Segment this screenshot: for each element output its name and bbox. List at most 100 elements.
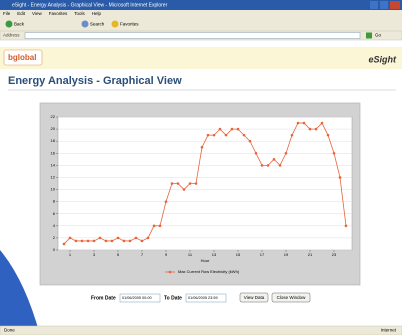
data-point <box>249 140 252 143</box>
toolbar-icon[interactable] <box>112 21 119 28</box>
data-point <box>201 146 204 149</box>
data-point <box>309 128 312 131</box>
data-point <box>147 237 150 240</box>
data-point <box>195 182 198 185</box>
toolbar-button[interactable]: Favorites <box>120 22 139 27</box>
plot-area <box>58 117 352 250</box>
data-point <box>273 158 276 161</box>
y-tick-label: 14 <box>51 162 56 167</box>
data-point <box>105 240 108 243</box>
menu-item[interactable]: Edit <box>17 11 26 16</box>
status-text: Done <box>4 328 15 333</box>
data-point <box>159 225 162 228</box>
data-point <box>261 164 264 167</box>
page-heading: Energy Analysis - Graphical View <box>8 75 182 87</box>
data-point <box>183 188 186 191</box>
toolbar-icon[interactable] <box>82 21 89 28</box>
data-point <box>333 152 336 155</box>
data-point <box>75 240 78 243</box>
window-title: eSight - Energy Analysis - Graphical Vie… <box>12 2 168 8</box>
page: {"window": {"title": "eSight - Energy An… <box>0 0 402 335</box>
menu-item[interactable]: View <box>32 11 42 16</box>
menu-item[interactable]: Favorites <box>49 11 68 16</box>
to-label: To Date <box>164 295 182 301</box>
data-point <box>291 134 294 137</box>
data-point <box>207 134 210 137</box>
x-tick-label: 13 <box>212 252 217 257</box>
x-tick-label: 23 <box>332 252 337 257</box>
button[interactable]: View Data <box>244 295 265 300</box>
x-tick-label: 19 <box>284 252 289 257</box>
maximize[interactable] <box>380 1 388 9</box>
y-tick-label: 22 <box>51 114 56 119</box>
x-tick-label: 21 <box>308 252 313 257</box>
to-value[interactable]: 01/06/2005 23:59 <box>188 296 218 300</box>
data-point <box>153 225 156 228</box>
data-point <box>315 128 318 131</box>
data-point <box>213 134 216 137</box>
from-label: From Date <box>91 295 116 301</box>
toolbar-button[interactable]: Search <box>90 22 105 27</box>
logo: bglobal <box>8 53 36 62</box>
data-point <box>129 240 132 243</box>
zone-text: Internet <box>381 328 397 333</box>
data-point <box>243 134 246 137</box>
data-point <box>255 152 258 155</box>
x-tick-label: 17 <box>260 252 265 257</box>
minimize[interactable] <box>370 1 378 9</box>
data-point <box>93 240 96 243</box>
data-point <box>171 182 174 185</box>
data-point <box>225 134 228 137</box>
data-point <box>189 182 192 185</box>
site-header <box>0 47 402 69</box>
data-point <box>279 164 282 167</box>
data-point <box>297 122 300 125</box>
y-tick-label: 10 <box>51 187 56 192</box>
data-point <box>63 243 66 246</box>
button[interactable]: Close Window <box>277 295 307 300</box>
address-input[interactable] <box>25 33 360 39</box>
data-point <box>219 128 222 131</box>
toolbar-button[interactable]: Back <box>14 22 25 27</box>
x-axis-label: Hour <box>201 258 210 263</box>
y-tick-label: 12 <box>51 175 56 180</box>
data-point <box>135 237 138 240</box>
address-label: Address <box>3 33 20 38</box>
data-point <box>267 164 270 167</box>
y-tick-label: 20 <box>51 126 56 131</box>
data-point <box>345 225 348 228</box>
data-point <box>177 182 180 185</box>
status-bar <box>0 326 402 335</box>
data-point <box>237 128 240 131</box>
screen: eSight - Energy Analysis - Graphical Vie… <box>0 0 402 335</box>
data-point <box>123 240 126 243</box>
data-point <box>321 122 324 125</box>
data-point <box>141 240 144 243</box>
menu-item[interactable]: Help <box>92 11 102 16</box>
legend-label: Max Current Row Electricity (kWh) <box>178 269 240 274</box>
data-point <box>117 237 120 240</box>
data-point <box>69 237 72 240</box>
menu-item[interactable]: File <box>3 11 11 16</box>
toolbar-icon[interactable] <box>6 21 13 28</box>
data-point <box>285 152 288 155</box>
data-point <box>111 240 114 243</box>
from-value[interactable]: 01/06/2005 00:00 <box>122 296 152 300</box>
brand: eSight <box>368 54 397 64</box>
legend-marker <box>169 271 172 274</box>
data-point <box>99 237 102 240</box>
data-point <box>231 128 234 131</box>
menu-item[interactable]: Tools <box>74 11 85 16</box>
close[interactable] <box>390 1 400 9</box>
data-point <box>303 122 306 125</box>
y-tick-label: 18 <box>51 138 56 143</box>
y-tick-label: 16 <box>51 150 56 155</box>
data-point <box>87 240 90 243</box>
go-button[interactable]: Go <box>375 33 382 38</box>
x-tick-label: 15 <box>236 252 241 257</box>
data-point <box>327 134 330 137</box>
go-icon[interactable] <box>366 33 372 39</box>
data-point <box>165 200 168 203</box>
data-point <box>339 176 342 179</box>
data-point <box>81 240 84 243</box>
